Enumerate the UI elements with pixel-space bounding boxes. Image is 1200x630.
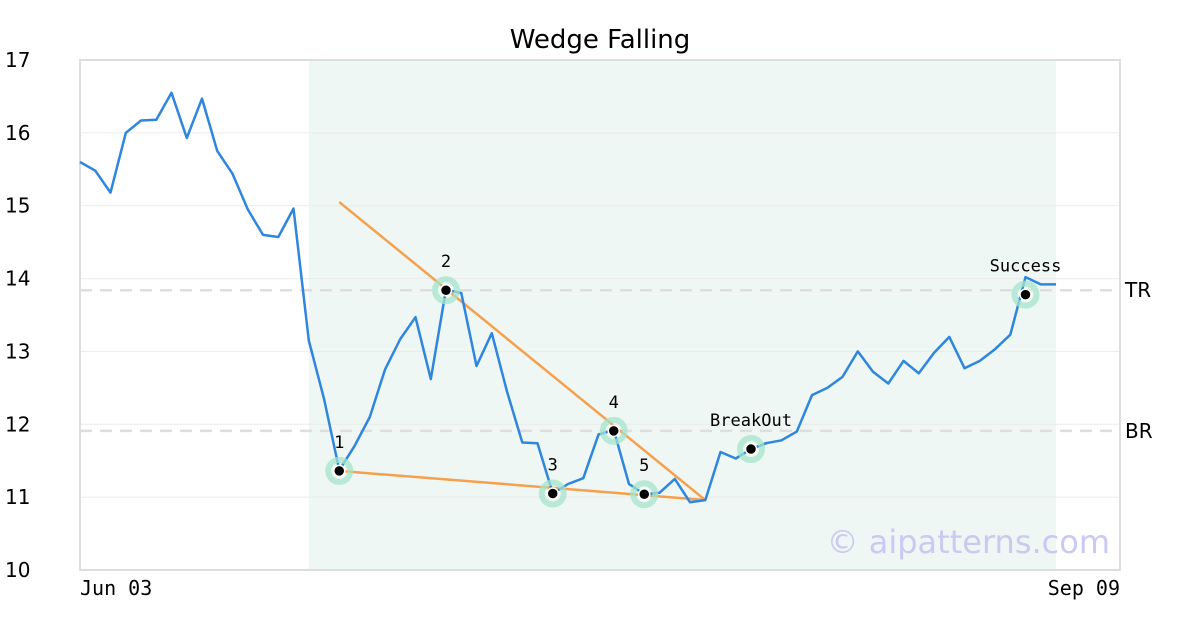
pattern-point-marker [638, 487, 651, 501]
y-tick-label: 12 [5, 412, 30, 436]
pattern-point-label: 2 [441, 252, 451, 272]
y-tick-label: 16 [5, 121, 30, 145]
plot-area: 1011121314151617TRBR12345BreakOutSuccess… [5, 48, 1153, 600]
y-tick-label: 13 [5, 339, 30, 363]
reference-line-label: BR [1125, 419, 1153, 443]
pattern-point-halo [599, 416, 628, 445]
pattern-point-label: 4 [609, 393, 619, 413]
pattern-point-marker [333, 464, 346, 478]
y-tick-label: 14 [5, 267, 30, 291]
pattern-point-marker [439, 283, 453, 297]
pattern-point-label: 5 [639, 456, 649, 476]
pattern-point-label: Success [990, 257, 1062, 277]
y-tick-label: 10 [5, 558, 30, 582]
pattern-point-label: 3 [548, 456, 558, 476]
pattern-point-marker [607, 424, 620, 438]
x-tick-label-start: Jun 03 [80, 576, 152, 600]
plot-frame [79, 59, 1121, 571]
x-tick-label-end: Sep 09 [1048, 576, 1120, 600]
pattern-point-halo [432, 276, 460, 305]
trendline [338, 201, 707, 502]
pattern-point-halo [538, 479, 567, 508]
chart-title: Wedge Falling [510, 25, 691, 55]
y-tick-label: 17 [5, 48, 30, 72]
pattern-point-halo [630, 480, 659, 509]
pattern-point-halo [1011, 280, 1040, 309]
pattern-point-label: 1 [334, 433, 344, 453]
reference-line-label: TR [1124, 278, 1151, 302]
pattern-point-marker [546, 487, 559, 500]
pattern-point-halo [737, 435, 765, 464]
pattern-point-marker [744, 442, 758, 456]
watermark: © aipatterns.com [827, 523, 1110, 561]
pattern-point-halo [325, 456, 354, 485]
pattern-point-marker [1019, 288, 1032, 301]
price-series-line [79, 91, 1056, 504]
highlight-region [308, 60, 1056, 570]
y-tick-label: 15 [5, 194, 30, 218]
pattern-point-label: BreakOut [710, 411, 792, 431]
y-tick-label: 11 [5, 485, 30, 509]
